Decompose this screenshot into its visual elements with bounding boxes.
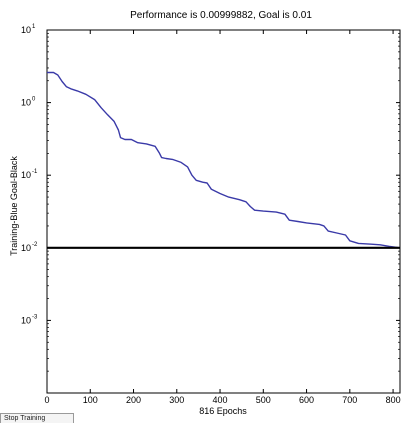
- y-axis-label: Training-Blue Goal-Black: [9, 156, 19, 256]
- stop-training-button[interactable]: Stop Training: [0, 413, 74, 423]
- plot-frame: [46, 29, 401, 394]
- y-tick-label-exponent: -2: [32, 242, 38, 248]
- x-tick-label: 700: [342, 395, 357, 405]
- x-tick-label: 300: [169, 395, 184, 405]
- y-tick-label-exponent: 0: [32, 97, 36, 103]
- chart-title: Performance is 0.00999882, Goal is 0.01: [130, 10, 312, 21]
- y-tick-label-exponent: -1: [32, 169, 38, 175]
- y-tick-label-exponent: 1: [32, 24, 36, 30]
- x-tick-label: 400: [213, 395, 228, 405]
- x-axis-label: 816 Epochs: [199, 406, 247, 416]
- y-tick-label-base: 10: [21, 243, 31, 253]
- y-tick-label-base: 10: [21, 170, 31, 180]
- x-tick-label: 500: [256, 395, 271, 405]
- y-tick-label-base: 10: [21, 98, 31, 108]
- y-tick-label-base: 10: [21, 25, 31, 35]
- x-tick-label: 800: [386, 395, 401, 405]
- x-tick-label: 200: [126, 395, 141, 405]
- x-tick-label: 0: [44, 395, 49, 405]
- x-tick-label: 600: [299, 395, 314, 405]
- x-tick-label: 100: [83, 395, 98, 405]
- y-tick-label-base: 10: [21, 315, 31, 325]
- y-tick-label-exponent: -3: [32, 314, 38, 320]
- training-line: [47, 71, 401, 249]
